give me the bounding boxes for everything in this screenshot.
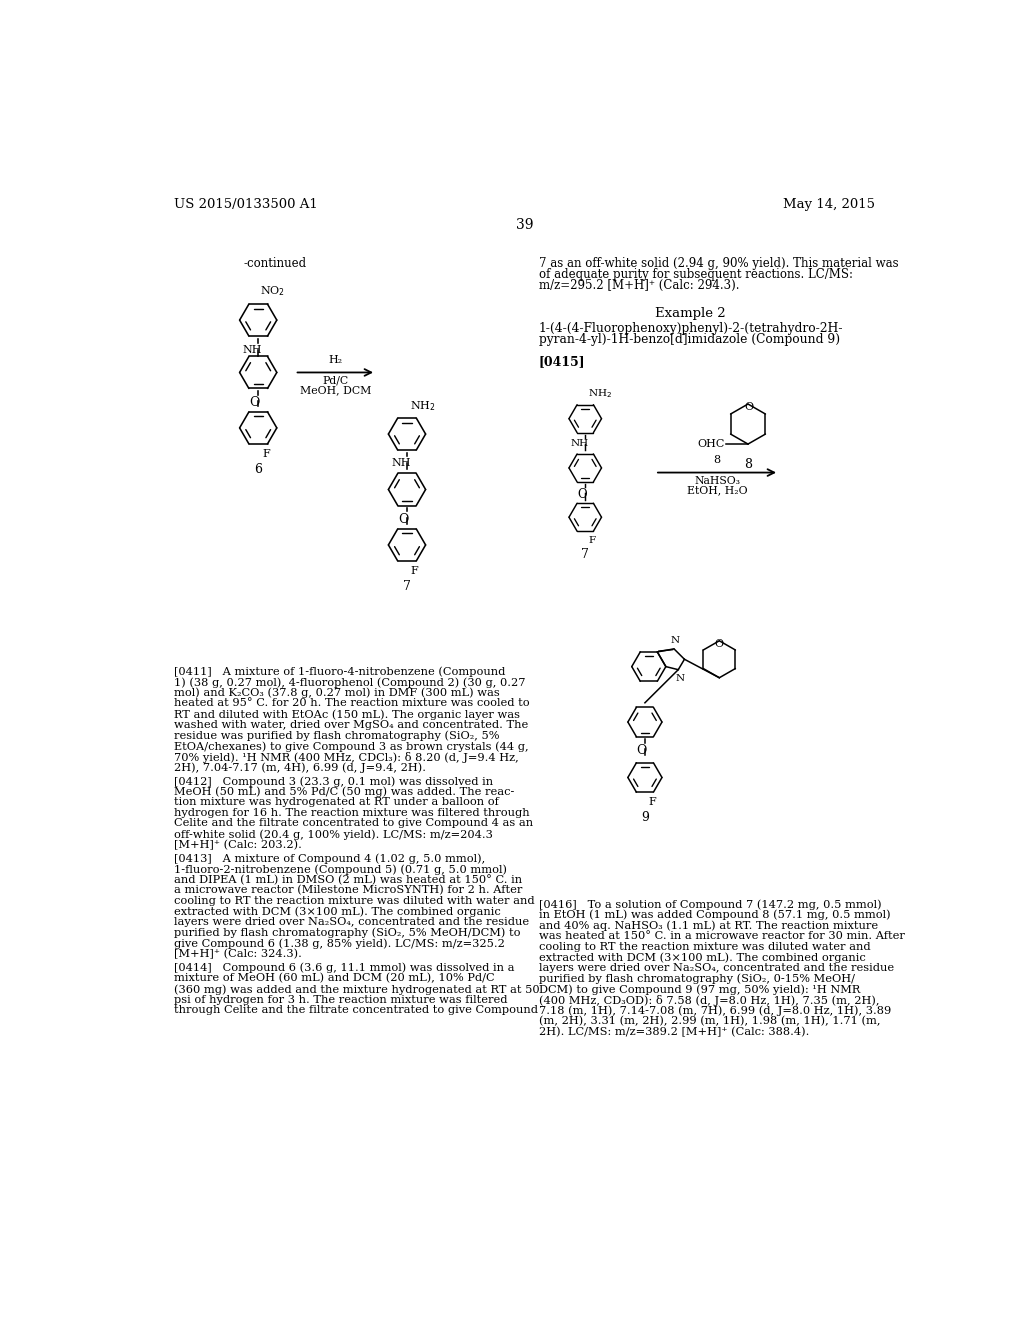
Text: and DIPEA (1 mL) in DMSO (2 mL) was heated at 150° C. in: and DIPEA (1 mL) in DMSO (2 mL) was heat…: [174, 875, 522, 886]
Text: 9: 9: [641, 812, 649, 825]
Text: [0416]   To a solution of Compound 7 (147.2 mg, 0.5 mmol): [0416] To a solution of Compound 7 (147.…: [539, 899, 882, 909]
Text: layers were dried over Na₂SO₄, concentrated and the residue: layers were dried over Na₂SO₄, concentra…: [539, 962, 894, 973]
Text: 1) (38 g, 0.27 mol), 4-fluorophenol (Compound 2) (30 g, 0.27: 1) (38 g, 0.27 mol), 4-fluorophenol (Com…: [174, 677, 526, 688]
Text: [0414]   Compound 6 (3.6 g, 11.1 mmol) was dissolved in a: [0414] Compound 6 (3.6 g, 11.1 mmol) was…: [174, 962, 515, 973]
Text: heated at 95° C. for 20 h. The reaction mixture was cooled to: heated at 95° C. for 20 h. The reaction …: [174, 698, 530, 709]
Text: -continued: -continued: [244, 257, 307, 271]
Text: [0411]   A mixture of 1-fluoro-4-nitrobenzene (Compound: [0411] A mixture of 1-fluoro-4-nitrobenz…: [174, 667, 506, 677]
Text: 7: 7: [582, 548, 589, 561]
Text: cooling to RT the reaction mixture was diluted with water and: cooling to RT the reaction mixture was d…: [174, 896, 536, 906]
Text: F: F: [589, 536, 596, 545]
Text: off-white solid (20.4 g, 100% yield). LC/MS: m/z=204.3: off-white solid (20.4 g, 100% yield). LC…: [174, 829, 494, 840]
Text: 2H), 7.04-7.17 (m, 4H), 6.99 (d, J=9.4, 2H).: 2H), 7.04-7.17 (m, 4H), 6.99 (d, J=9.4, …: [174, 762, 427, 772]
Text: O: O: [249, 396, 259, 409]
Text: NH: NH: [391, 458, 411, 467]
Text: OHC: OHC: [697, 440, 725, 449]
Text: N: N: [675, 673, 684, 682]
Text: 2H). LC/MS: m/z=389.2 [M+H]⁺ (Calc: 388.4).: 2H). LC/MS: m/z=389.2 [M+H]⁺ (Calc: 388.…: [539, 1027, 809, 1038]
Text: pyran-4-yl)-1H-benzo[d]imidazole (Compound 9): pyran-4-yl)-1H-benzo[d]imidazole (Compou…: [539, 333, 840, 346]
Text: Example 2: Example 2: [654, 308, 725, 319]
Text: O: O: [398, 512, 409, 525]
Text: layers were dried over Na₂SO₄, concentrated and the residue: layers were dried over Na₂SO₄, concentra…: [174, 917, 529, 927]
Text: 8: 8: [714, 455, 721, 465]
Text: F: F: [262, 449, 270, 458]
Text: a microwave reactor (Milestone MicroSYNTH) for 2 h. After: a microwave reactor (Milestone MicroSYNT…: [174, 886, 523, 895]
Text: DCM) to give Compound 9 (97 mg, 50% yield): ¹H NMR: DCM) to give Compound 9 (97 mg, 50% yiel…: [539, 985, 860, 995]
Text: cooling to RT the reaction mixture was diluted water and: cooling to RT the reaction mixture was d…: [539, 941, 870, 952]
Text: tion mixture was hydrogenated at RT under a balloon of: tion mixture was hydrogenated at RT unde…: [174, 797, 500, 808]
Text: NH$_2$: NH$_2$: [588, 387, 611, 400]
Text: [0413]   A mixture of Compound 4 (1.02 g, 5.0 mmol),: [0413] A mixture of Compound 4 (1.02 g, …: [174, 854, 485, 865]
Text: 7 as an off-white solid (2.94 g, 90% yield). This material was: 7 as an off-white solid (2.94 g, 90% yie…: [539, 257, 898, 271]
Text: extracted with DCM (3×100 mL). The combined organic: extracted with DCM (3×100 mL). The combi…: [539, 952, 865, 962]
Text: [0412]   Compound 3 (23.3 g, 0.1 mol) was dissolved in: [0412] Compound 3 (23.3 g, 0.1 mol) was …: [174, 776, 494, 787]
Text: extracted with DCM (3×100 mL). The combined organic: extracted with DCM (3×100 mL). The combi…: [174, 907, 502, 917]
Text: 6: 6: [254, 463, 262, 477]
Text: mol) and K₂CO₃ (37.8 g, 0.27 mol) in DMF (300 mL) was: mol) and K₂CO₃ (37.8 g, 0.27 mol) in DMF…: [174, 688, 501, 698]
Text: [M+H]⁺ (Calc: 324.3).: [M+H]⁺ (Calc: 324.3).: [174, 949, 302, 960]
Text: in EtOH (1 mL) was added Compound 8 (57.1 mg, 0.5 mmol): in EtOH (1 mL) was added Compound 8 (57.…: [539, 909, 891, 920]
Text: was heated at 150° C. in a microwave reactor for 30 min. After: was heated at 150° C. in a microwave rea…: [539, 931, 904, 941]
Text: purified by flash chromatography (SiO₂, 0-15% MeOH/: purified by flash chromatography (SiO₂, …: [539, 974, 855, 985]
Text: MeOH (50 mL) and 5% Pd/C (50 mg) was added. The reac-: MeOH (50 mL) and 5% Pd/C (50 mg) was add…: [174, 787, 515, 797]
Text: (400 MHz, CD₃OD): δ 7.58 (d, J=8.0 Hz, 1H), 7.35 (m, 2H),: (400 MHz, CD₃OD): δ 7.58 (d, J=8.0 Hz, 1…: [539, 995, 880, 1006]
Text: F: F: [649, 797, 656, 807]
Text: mixture of MeOH (60 mL) and DCM (20 mL), 10% Pd/C: mixture of MeOH (60 mL) and DCM (20 mL),…: [174, 973, 496, 983]
Text: and 40% aq. NaHSO₃ (1.1 mL) at RT. The reaction mixture: and 40% aq. NaHSO₃ (1.1 mL) at RT. The r…: [539, 920, 878, 931]
Text: (m, 2H), 3.31 (m, 2H), 2.99 (m, 1H), 1.98 (m, 1H), 1.71 (m,: (m, 2H), 3.31 (m, 2H), 2.99 (m, 1H), 1.9…: [539, 1016, 881, 1027]
Text: Pd/C: Pd/C: [323, 376, 348, 385]
Text: psi of hydrogen for 3 h. The reaction mixture was filtered: psi of hydrogen for 3 h. The reaction mi…: [174, 994, 508, 1005]
Text: NaHSO₃: NaHSO₃: [694, 475, 740, 486]
Text: 8: 8: [744, 458, 752, 471]
Text: N: N: [671, 636, 680, 645]
Text: H₂: H₂: [329, 355, 342, 364]
Text: NH$_2$: NH$_2$: [410, 399, 436, 412]
Text: 70% yield). ¹H NMR (400 MHz, CDCl₃): δ 8.20 (d, J=9.4 Hz,: 70% yield). ¹H NMR (400 MHz, CDCl₃): δ 8…: [174, 751, 519, 763]
Text: MeOH, DCM: MeOH, DCM: [300, 385, 371, 395]
Text: F: F: [411, 566, 419, 576]
Text: (360 mg) was added and the mixture hydrogenated at RT at 50: (360 mg) was added and the mixture hydro…: [174, 983, 540, 994]
Text: O: O: [578, 488, 587, 502]
Text: through Celite and the filtrate concentrated to give Compound: through Celite and the filtrate concentr…: [174, 1006, 539, 1015]
Text: US 2015/0133500 A1: US 2015/0133500 A1: [174, 198, 318, 211]
Text: May 14, 2015: May 14, 2015: [783, 198, 876, 211]
Text: O: O: [637, 743, 647, 756]
Text: NH: NH: [570, 440, 589, 449]
Text: 7.18 (m, 1H), 7.14-7.08 (m, 7H), 6.99 (d, J=8.0 Hz, 1H), 3.89: 7.18 (m, 1H), 7.14-7.08 (m, 7H), 6.99 (d…: [539, 1006, 891, 1016]
Text: EtOH, H₂O: EtOH, H₂O: [687, 484, 748, 495]
Text: RT and diluted with EtOAc (150 mL). The organic layer was: RT and diluted with EtOAc (150 mL). The …: [174, 709, 520, 719]
Text: hydrogen for 16 h. The reaction mixture was filtered through: hydrogen for 16 h. The reaction mixture …: [174, 808, 530, 818]
Text: purified by flash chromatography (SiO₂, 5% MeOH/DCM) to: purified by flash chromatography (SiO₂, …: [174, 928, 521, 939]
Text: [0415]: [0415]: [539, 355, 586, 368]
Text: m/z=295.2 [M+H]⁺ (Calc: 294.3).: m/z=295.2 [M+H]⁺ (Calc: 294.3).: [539, 279, 739, 292]
Text: give Compound 6 (1.38 g, 85% yield). LC/MS: m/z=325.2: give Compound 6 (1.38 g, 85% yield). LC/…: [174, 939, 506, 949]
Text: residue was purified by flash chromatography (SiO₂, 5%: residue was purified by flash chromatogr…: [174, 730, 500, 741]
Text: 1-(4-(4-Fluorophenoxy)phenyl)-2-(tetrahydro-2H-: 1-(4-(4-Fluorophenoxy)phenyl)-2-(tetrahy…: [539, 322, 843, 335]
Text: NH: NH: [243, 345, 262, 355]
Text: 1-fluoro-2-nitrobenzene (Compound 5) (0.71 g, 5.0 mmol): 1-fluoro-2-nitrobenzene (Compound 5) (0.…: [174, 865, 508, 875]
Text: NO$_2$: NO$_2$: [260, 284, 285, 298]
Text: 7: 7: [403, 581, 411, 594]
Text: O: O: [744, 403, 754, 412]
Text: washed with water, dried over MgSO₄ and concentrated. The: washed with water, dried over MgSO₄ and …: [174, 719, 528, 730]
Text: Celite and the filtrate concentrated to give Compound 4 as an: Celite and the filtrate concentrated to …: [174, 818, 534, 829]
Text: 39: 39: [516, 218, 534, 232]
Text: [M+H]⁺ (Calc: 203.2).: [M+H]⁺ (Calc: 203.2).: [174, 840, 302, 850]
Text: O: O: [715, 639, 724, 649]
Text: EtOA/chexanes) to give Compound 3 as brown crystals (44 g,: EtOA/chexanes) to give Compound 3 as bro…: [174, 741, 529, 751]
Text: of adequate purity for subsequent reactions. LC/MS:: of adequate purity for subsequent reacti…: [539, 268, 853, 281]
